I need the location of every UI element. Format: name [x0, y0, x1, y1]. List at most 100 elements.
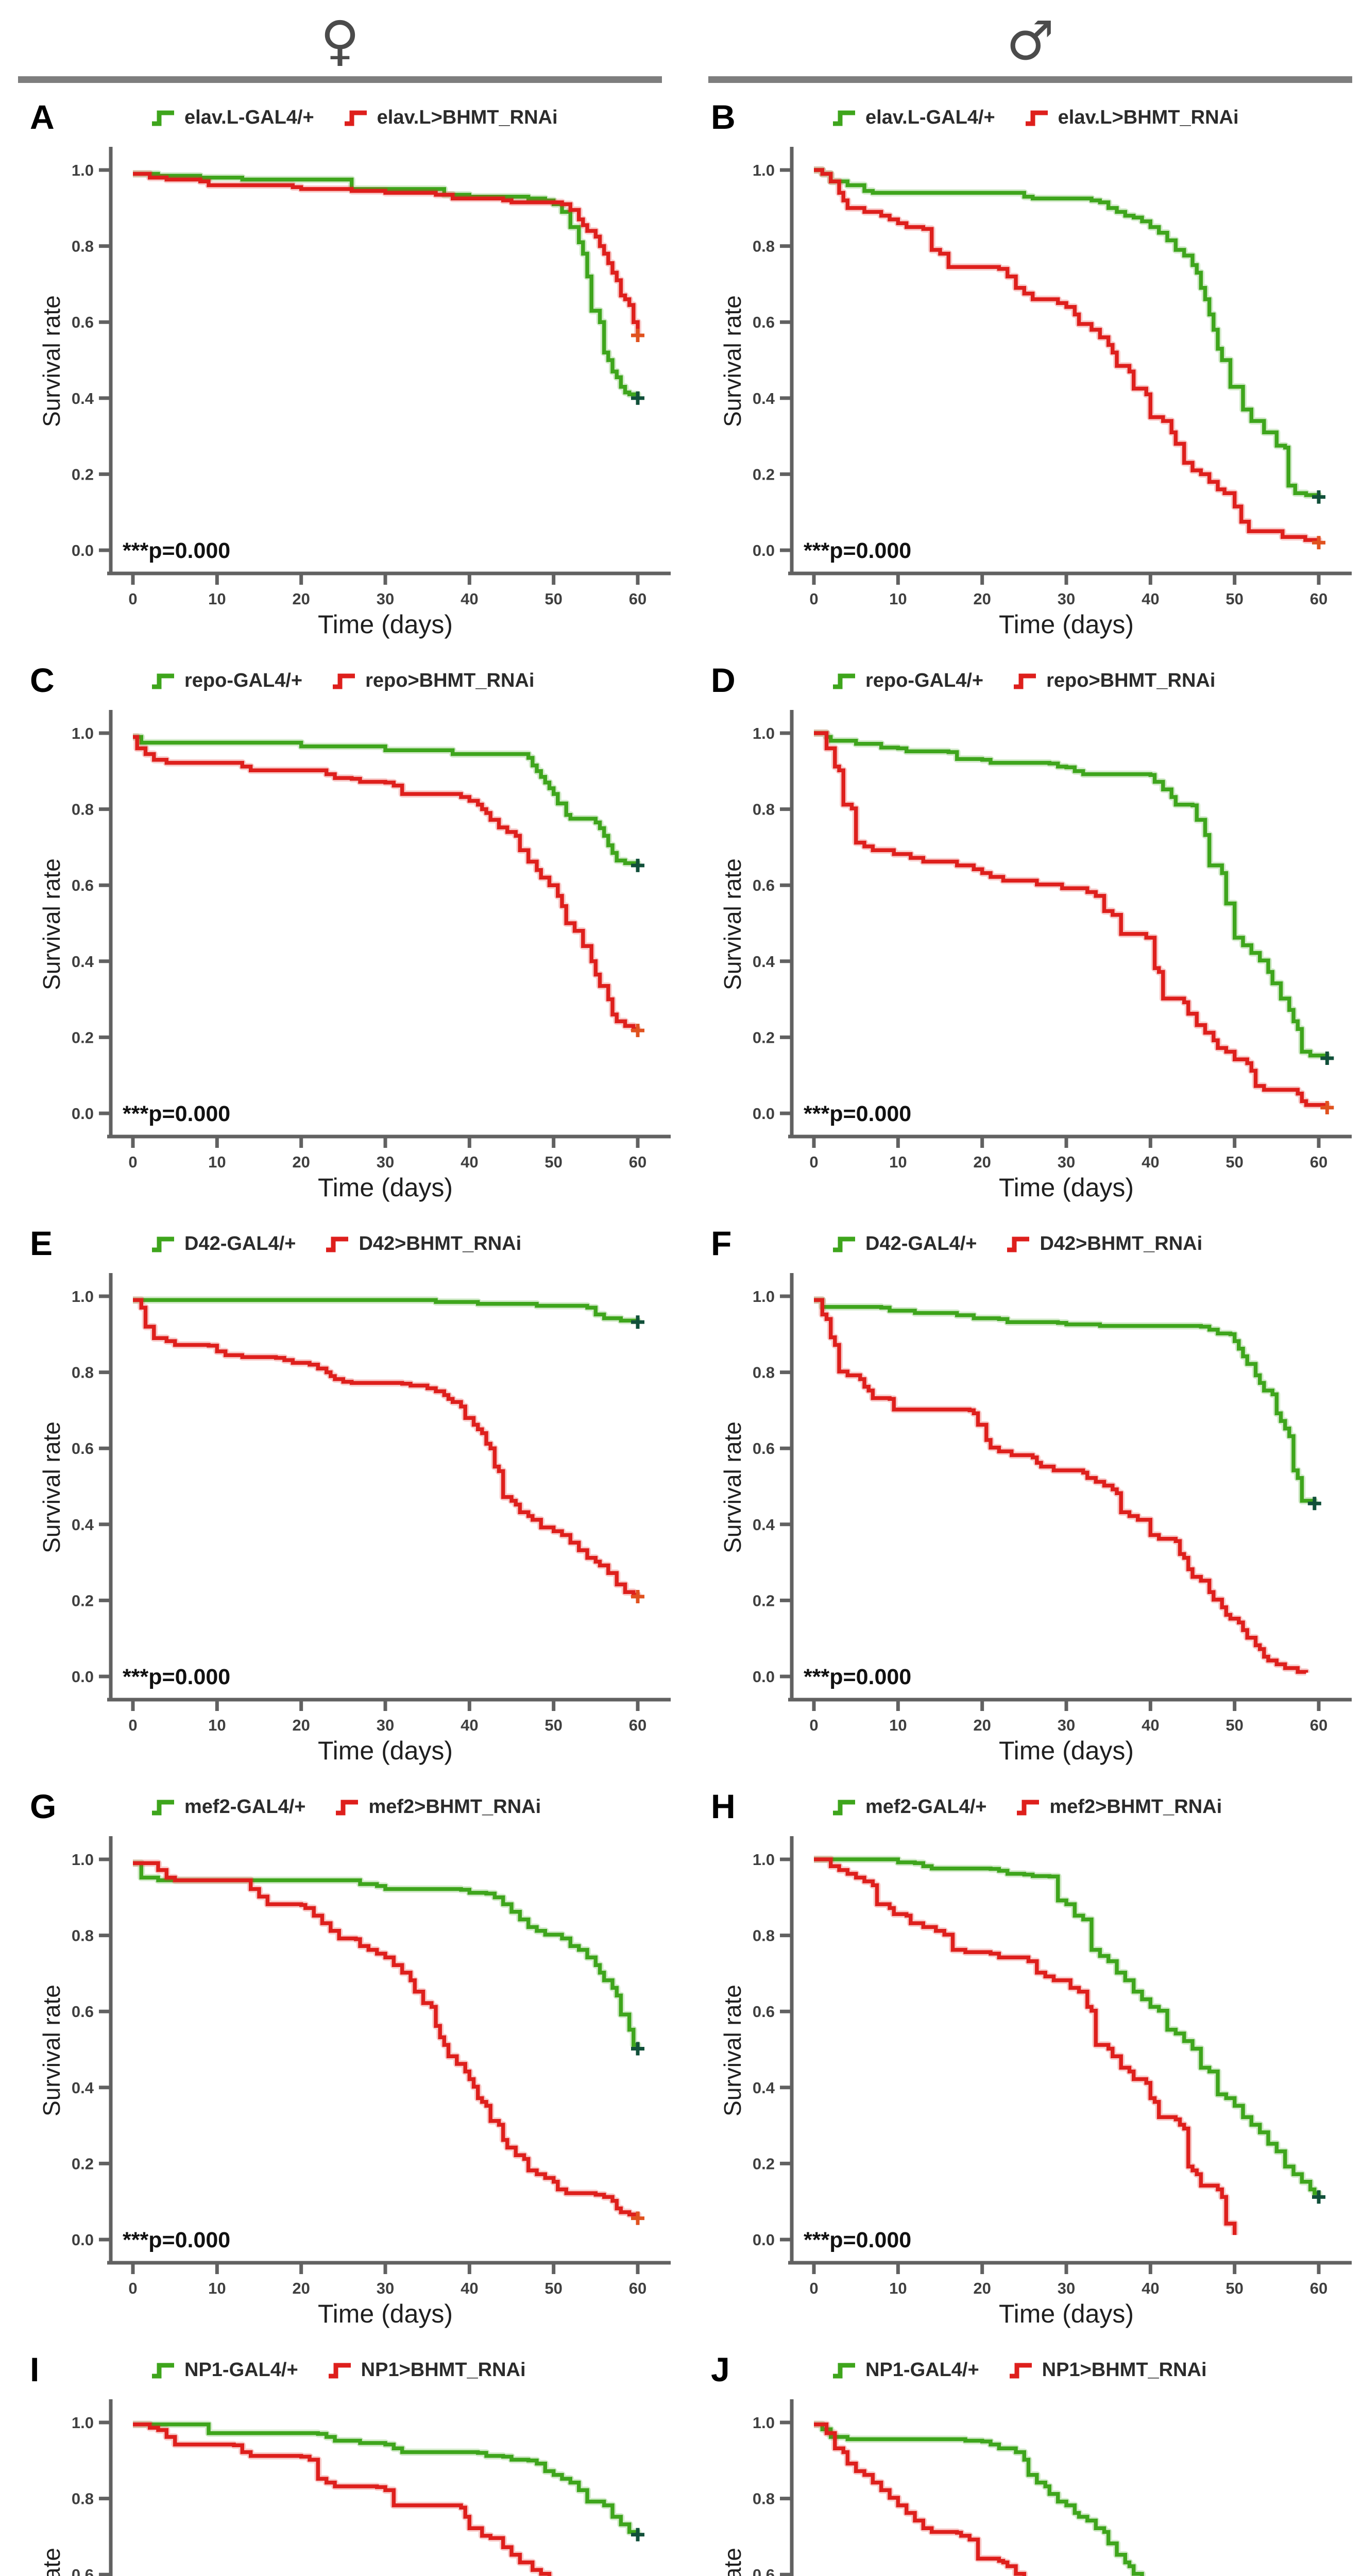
svg-text:Time (days): Time (days) — [318, 2299, 453, 2328]
svg-text:Survival rate: Survival rate — [38, 1421, 65, 1553]
legend-step-swatch-rnai-icon — [333, 673, 355, 689]
svg-text:***p=0.000: ***p=0.000 — [804, 538, 911, 563]
legend-step-swatch-control-icon — [833, 2363, 855, 2378]
svg-text:1.0: 1.0 — [72, 161, 94, 179]
svg-text:0.2: 0.2 — [753, 2155, 775, 2173]
svg-text:50: 50 — [1225, 2279, 1243, 2297]
svg-text:10: 10 — [889, 1153, 907, 1171]
svg-text:50: 50 — [544, 590, 562, 608]
svg-text:Survival rate: Survival rate — [38, 295, 65, 427]
svg-text:30: 30 — [377, 2279, 394, 2297]
legend-item-rnai: elav.L>BHMT_RNAi — [1024, 107, 1239, 129]
svg-text:0: 0 — [809, 1153, 818, 1171]
legend-step-swatch-rnai-icon — [1014, 673, 1036, 689]
svg-text:Survival rate: Survival rate — [719, 858, 746, 990]
svg-text:1.0: 1.0 — [753, 1287, 775, 1306]
svg-text:1.0: 1.0 — [753, 724, 775, 742]
svg-text:0.4: 0.4 — [753, 1516, 775, 1534]
svg-text:0: 0 — [809, 2279, 818, 2297]
svg-text:1.0: 1.0 — [753, 1851, 775, 1869]
survival-panel-C: 0.0 0.2 0.4 0.6 0.8 1.0 0 10 20 30 40 50 60 Survival … — [0, 649, 681, 1212]
legend-item-rnai: NP1>BHMT_RNAi — [327, 2359, 526, 2381]
legend-step-swatch-control-icon — [833, 673, 855, 689]
legend-label-control: mef2-GAL4/+ — [184, 1796, 306, 1818]
svg-text:0.6: 0.6 — [753, 1439, 775, 1458]
svg-text:0: 0 — [809, 590, 818, 608]
svg-text:0.8: 0.8 — [72, 801, 94, 819]
svg-text:Time (days): Time (days) — [318, 1173, 453, 1202]
svg-text:Time (days): Time (days) — [999, 1173, 1134, 1202]
svg-text:Survival rate: Survival rate — [719, 1421, 746, 1553]
svg-text:20: 20 — [292, 590, 310, 608]
panel-letter: F — [711, 1224, 732, 1262]
legend-item-control: mef2-GAL4/+ — [150, 1796, 305, 1818]
svg-text:0.6: 0.6 — [753, 2566, 775, 2576]
panel-letter: D — [711, 661, 736, 699]
svg-text:10: 10 — [208, 2279, 226, 2297]
legend-label-control: repo-GAL4/+ — [865, 670, 984, 691]
svg-text:0.2: 0.2 — [72, 465, 94, 483]
legend-step-swatch-control-icon — [833, 110, 855, 126]
survival-panel-E: 0.0 0.2 0.4 0.6 0.8 1.0 0 10 20 30 40 50 60 Survival … — [0, 1212, 681, 1775]
svg-text:30: 30 — [377, 1153, 394, 1171]
legend-item-control: D42-GAL4/+ — [831, 1233, 977, 1255]
svg-text:Time (days): Time (days) — [318, 610, 453, 639]
svg-text:0.4: 0.4 — [753, 953, 775, 971]
svg-text:Time (days): Time (days) — [999, 610, 1134, 639]
svg-text:0.8: 0.8 — [72, 1364, 94, 1382]
survival-panel-G: 0.0 0.2 0.4 0.6 0.8 1.0 0 10 20 30 40 50 60 Survival … — [0, 1775, 681, 2338]
svg-text:60: 60 — [629, 590, 646, 608]
svg-text:Survival rate: Survival rate — [719, 2548, 746, 2576]
legend-step-swatch-rnai-icon — [336, 1800, 359, 1815]
svg-text:0.8: 0.8 — [72, 2490, 94, 2508]
legend-step-swatch-control-icon — [833, 1800, 855, 1815]
svg-text:0.0: 0.0 — [753, 2231, 775, 2249]
svg-text:0.0: 0.0 — [753, 1105, 775, 1123]
legend-label-control: D42-GAL4/+ — [184, 1233, 296, 1255]
svg-text:0.8: 0.8 — [72, 1927, 94, 1945]
svg-text:0.0: 0.0 — [72, 2231, 94, 2249]
legend-step-swatch-control-icon — [152, 110, 174, 126]
legend-label-rnai: repo>BHMT_RNAi — [1046, 670, 1216, 691]
legend-item-rnai: elav.L>BHMT_RNAi — [343, 107, 558, 129]
svg-text:0.0: 0.0 — [72, 1668, 94, 1686]
legend-step-swatch-control-icon — [152, 2363, 174, 2378]
svg-text:20: 20 — [973, 2279, 991, 2297]
legend: NP1-GAL4/+ NP1>BHMT_RNAi — [0, 2359, 681, 2381]
legend-label-control: elav.L-GAL4/+ — [184, 107, 314, 128]
svg-text:30: 30 — [1058, 2279, 1075, 2297]
legend-step-swatch-rnai-icon — [344, 110, 367, 126]
svg-text:***p=0.000: ***p=0.000 — [804, 1665, 911, 1689]
legend-item-control: repo-GAL4/+ — [150, 670, 302, 692]
svg-text:0.2: 0.2 — [753, 465, 775, 483]
svg-text:0.2: 0.2 — [753, 1028, 775, 1046]
svg-text:0.6: 0.6 — [753, 876, 775, 894]
svg-text:1.0: 1.0 — [72, 724, 94, 742]
svg-text:0.6: 0.6 — [72, 2003, 94, 2021]
svg-text:10: 10 — [208, 1153, 226, 1171]
svg-text:20: 20 — [292, 1716, 310, 1734]
svg-text:40: 40 — [1142, 1153, 1159, 1171]
legend-step-swatch-rnai-icon — [1007, 1236, 1030, 1252]
svg-text:0.0: 0.0 — [753, 1668, 775, 1686]
svg-text:Survival rate: Survival rate — [38, 1985, 65, 2116]
svg-text:30: 30 — [1058, 1153, 1075, 1171]
svg-text:50: 50 — [1225, 590, 1243, 608]
legend-label-control: elav.L-GAL4/+ — [865, 107, 995, 128]
legend-step-swatch-control-icon — [152, 1800, 174, 1815]
svg-text:40: 40 — [1142, 2279, 1159, 2297]
legend-item-control: repo-GAL4/+ — [831, 670, 983, 692]
svg-text:Survival rate: Survival rate — [719, 1985, 746, 2116]
svg-text:20: 20 — [292, 1153, 310, 1171]
survival-panel-A: 0.0 0.2 0.4 0.6 0.8 1.0 0 10 20 30 40 50 60 Survival … — [0, 86, 681, 649]
svg-text:0.8: 0.8 — [72, 238, 94, 256]
svg-text:0.8: 0.8 — [753, 801, 775, 819]
svg-text:0: 0 — [128, 1716, 137, 1734]
svg-text:0: 0 — [128, 2279, 137, 2297]
legend-label-control: NP1-GAL4/+ — [865, 2359, 979, 2381]
svg-text:20: 20 — [292, 2279, 310, 2297]
svg-text:30: 30 — [377, 590, 394, 608]
svg-text:0: 0 — [809, 1716, 818, 1734]
legend: elav.L-GAL4/+ elav.L>BHMT_RNAi — [681, 107, 1362, 129]
legend-item-rnai: mef2>BHMT_RNAi — [334, 1796, 541, 1818]
